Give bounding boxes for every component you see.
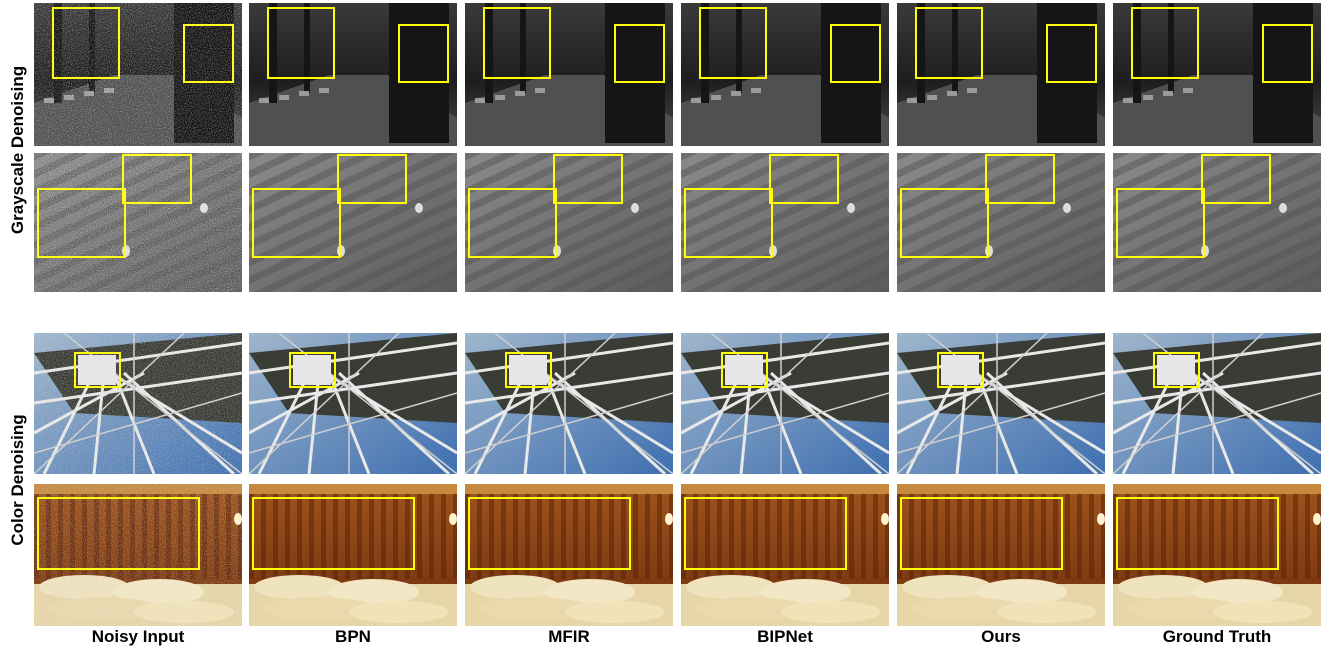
image-panel <box>465 153 673 292</box>
image-panel <box>249 3 457 146</box>
image-panel <box>897 153 1105 292</box>
column-label: Noisy Input <box>92 627 185 646</box>
row-label: Grayscale Denoising <box>8 66 27 234</box>
noise-overlay <box>34 333 242 474</box>
image-panel <box>897 3 1105 146</box>
page: Grayscale Denoising Color Denoising Nois… <box>0 0 1325 650</box>
row-label: Color Denoising <box>8 414 27 545</box>
column-label: Ours <box>981 627 1021 646</box>
image-panel <box>249 333 457 474</box>
image-panel <box>681 153 889 292</box>
noise-overlay <box>34 3 242 146</box>
image-panel <box>1113 484 1321 626</box>
image-panel <box>249 484 457 626</box>
column-label: BPN <box>335 627 371 646</box>
image-panel <box>465 333 673 474</box>
column-labels: Noisy Input BPN MFIR BIPNet Ours Ground Truth <box>92 627 1272 646</box>
image-panel <box>465 484 673 626</box>
image-panel <box>681 3 889 146</box>
image-panel <box>681 484 889 626</box>
image-panel <box>249 153 457 292</box>
figure: Grayscale Denoising Color Denoising Nois… <box>0 0 1325 650</box>
noise-overlay <box>34 153 242 292</box>
noise-overlay <box>34 484 242 626</box>
image-panel <box>1113 153 1321 292</box>
image-grid <box>34 3 1321 626</box>
column-label: BIPNet <box>757 627 813 646</box>
image-panel <box>1113 333 1321 474</box>
image-panel <box>1113 3 1321 146</box>
image-panel <box>465 3 673 146</box>
image-panel <box>681 333 889 474</box>
image-panel <box>897 333 1105 474</box>
column-label: MFIR <box>548 627 590 646</box>
column-label: Ground Truth <box>1163 627 1272 646</box>
image-panel <box>897 484 1105 626</box>
